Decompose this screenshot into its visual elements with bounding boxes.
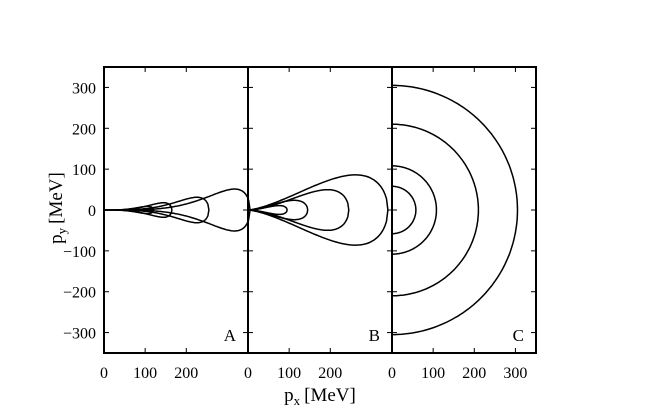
contour-c-3 bbox=[392, 165, 438, 255]
chart-panels: 0 100 200 A 0 100 200 B 0 100 200 300 C 300 200 100 0 −10… bbox=[63, 66, 537, 382]
y-tick-labels: 300 200 100 0 −100 −200 −300 bbox=[63, 80, 96, 342]
contour-c-1 bbox=[392, 84, 519, 336]
x-tick-label: 0 bbox=[100, 365, 108, 382]
panel-label: A bbox=[224, 326, 237, 345]
contour-b-2 bbox=[248, 188, 350, 232]
panel-frame bbox=[391, 66, 537, 354]
panel-b: 0 100 200 B bbox=[244, 66, 393, 382]
y-tick-label: −100 bbox=[63, 244, 96, 261]
contour-c-4 bbox=[392, 185, 417, 235]
x-tick-label: 100 bbox=[421, 365, 445, 382]
contour-c-2 bbox=[392, 123, 480, 297]
panel-label: C bbox=[513, 326, 524, 345]
x-tick-label: 100 bbox=[133, 365, 157, 382]
contour-b-3 bbox=[248, 199, 309, 221]
y-tick-label: −200 bbox=[63, 285, 96, 302]
x-tick-label: 0 bbox=[244, 365, 252, 382]
panel-c: 0 100 200 300 C bbox=[388, 66, 537, 382]
y-axis-label: py[MeV] bbox=[46, 172, 69, 244]
x-tick-label: 200 bbox=[318, 365, 342, 382]
x-axis-label: px [MeV] bbox=[284, 385, 356, 408]
y-tick-label: 100 bbox=[72, 162, 96, 179]
panel-a: 0 100 200 A bbox=[100, 66, 251, 382]
y-tick-label: 200 bbox=[72, 121, 96, 138]
contour-b-4 bbox=[248, 204, 288, 216]
x-tick-label: 0 bbox=[388, 365, 396, 382]
y-tick-label: 0 bbox=[88, 203, 96, 220]
panel-frame bbox=[247, 66, 393, 354]
x-tick-label: 300 bbox=[503, 365, 527, 382]
x-tick-label: 100 bbox=[277, 365, 301, 382]
panel-label: B bbox=[369, 326, 380, 345]
contour-a-4 bbox=[104, 205, 155, 215]
y-tick-label: −300 bbox=[63, 326, 96, 343]
contour-b-1 bbox=[247, 174, 389, 246]
y-tick-label: 300 bbox=[72, 80, 96, 97]
x-tick-label: 200 bbox=[462, 365, 486, 382]
contour-a-2 bbox=[104, 196, 210, 224]
x-tick-label: 200 bbox=[174, 365, 198, 382]
